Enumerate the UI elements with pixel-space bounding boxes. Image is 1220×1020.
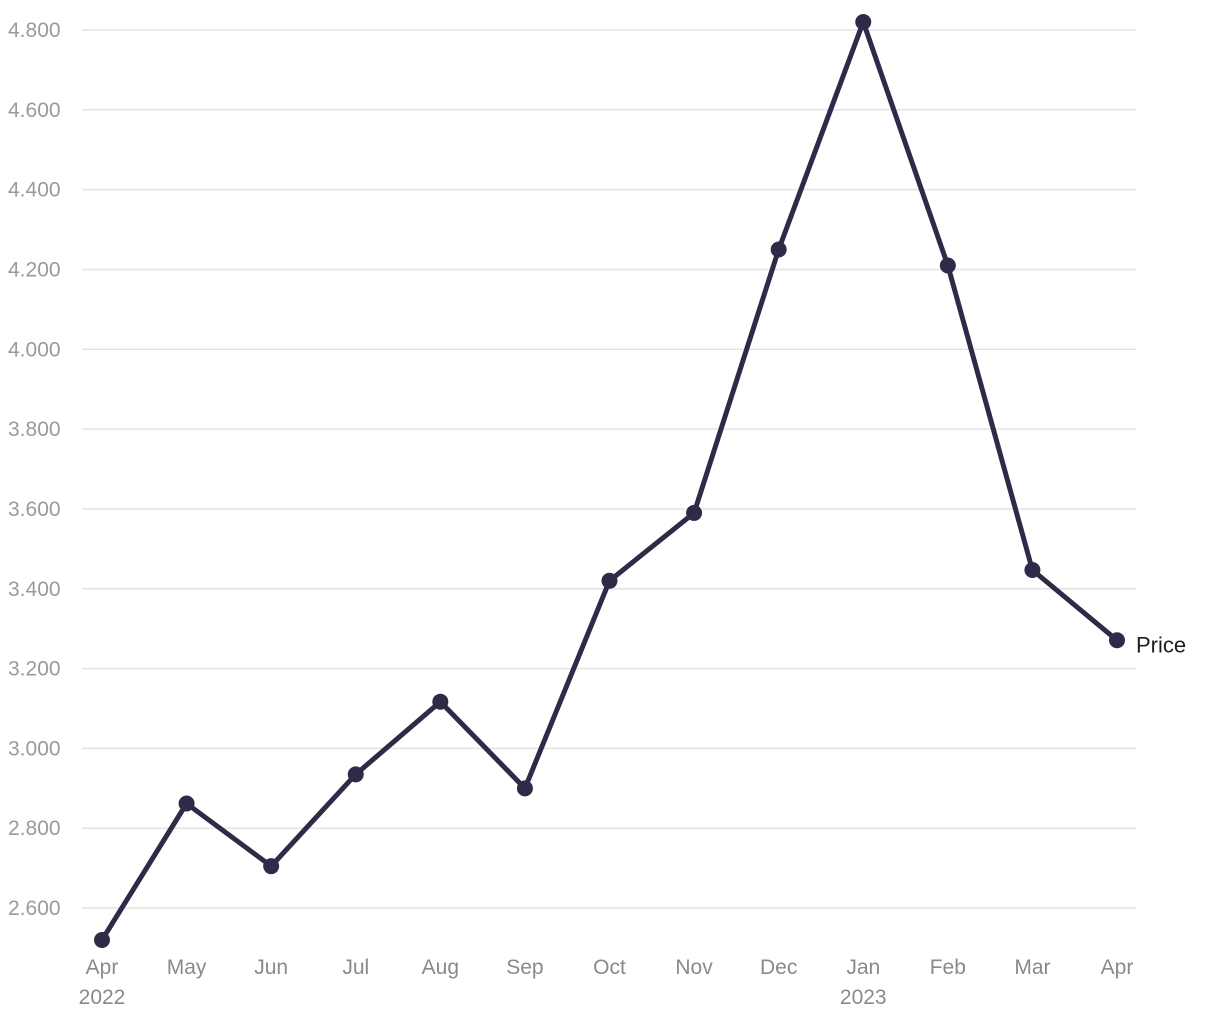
series-label: Price [1136,632,1186,657]
x-tick-label: Feb [930,956,966,979]
y-tick-label: 4.200 [8,258,61,281]
y-tick-label: 4.400 [8,179,61,202]
data-point [1109,632,1125,649]
y-axis-ticks: 2.600 2.800 3.000 3.200 3.400 3.600 3.800 4.000… [8,19,61,920]
x-tick-label: Jul [342,956,369,979]
y-tick-label: 3.600 [8,498,61,521]
data-point [855,14,872,30]
x-tick-label: Jan [846,956,880,979]
data-point [686,504,703,521]
y-tick-label: 4.000 [8,338,61,361]
data-point [770,241,787,258]
x-tick-label: Oct [593,956,626,979]
y-tick-label: 3.400 [8,578,61,601]
gridlines [82,29,1136,909]
x-tick-label: Nov [675,956,713,979]
x-tick-label: Mar [1014,956,1050,979]
data-point [432,693,449,710]
y-tick-label: 3.000 [8,737,61,760]
y-tick-label: 2.800 [8,817,61,840]
data-point [178,795,195,812]
x-tick-label: Aug [422,956,459,979]
data-point [601,572,618,589]
y-tick-label: 4.600 [8,99,61,122]
x-tick-label: Apr [86,956,119,979]
y-tick-label: 4.800 [8,19,61,42]
data-point [939,257,956,274]
x-tick-label: Sep [506,956,543,979]
data-point [347,766,364,783]
x-tick-label: Jun [254,956,288,979]
y-tick-label: 3.200 [8,658,61,681]
data-point [1024,562,1041,579]
series-line [99,19,1120,943]
x-tick-label: Apr [1101,956,1134,979]
y-tick-label: 2.600 [8,897,61,920]
x-tick-label: May [167,956,207,979]
x-tick-year-label: 2022 [79,986,126,1009]
series-price: Price [94,14,1186,948]
y-tick-label: 3.800 [8,418,61,441]
x-tick-year-label: 2023 [840,986,887,1009]
x-axis-ticks: Apr 2022 May Jun Jul Aug Sep Oct Nov Dec Jan 2023 Fe… [79,956,1134,1009]
data-point [263,858,280,875]
x-tick-label: Dec [760,956,797,979]
data-point [94,932,110,948]
data-point [516,780,533,797]
